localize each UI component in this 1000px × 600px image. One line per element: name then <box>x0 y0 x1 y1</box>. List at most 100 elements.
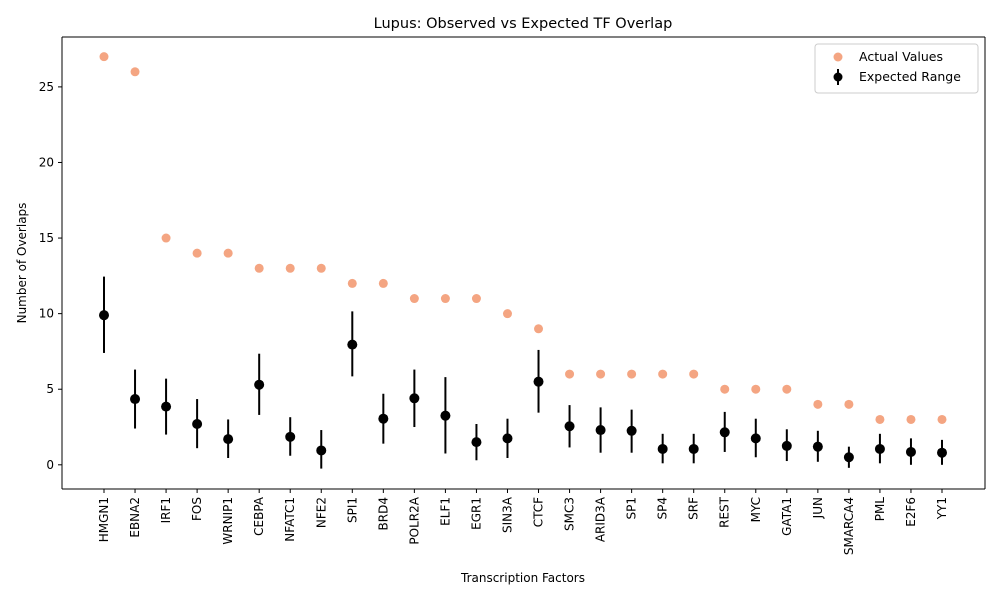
actual-point <box>378 278 388 288</box>
actual-point <box>471 294 481 304</box>
expected-point <box>99 310 109 321</box>
legend: Actual Values Expected Range <box>814 43 979 94</box>
x-tick-label: ARID3A <box>594 496 608 542</box>
legend-actual-marker <box>833 52 843 62</box>
chart-title: Lupus: Observed vs Expected TF Overlap <box>374 16 673 32</box>
actual-point <box>875 414 885 424</box>
x-tick-label: CEBPA <box>252 496 266 536</box>
y-tick-label: 10 <box>39 307 54 321</box>
actual-point <box>316 263 326 273</box>
expected-point <box>750 433 761 444</box>
expected-point <box>316 445 327 456</box>
expected-point <box>502 433 513 444</box>
actual-point <box>782 384 792 394</box>
expected-point <box>161 401 172 412</box>
plot-area <box>61 36 986 490</box>
expected-point <box>812 441 823 452</box>
x-tick-label: POLR2A <box>407 496 421 544</box>
actual-point <box>906 414 916 424</box>
x-tick-label: NFATC1 <box>283 497 297 542</box>
expected-points <box>99 310 947 463</box>
expected-point <box>937 447 947 458</box>
legend-actual-label: Actual Values <box>859 49 943 64</box>
actual-point <box>192 248 202 258</box>
actual-point <box>596 369 606 379</box>
expected-point <box>874 443 885 454</box>
expected-point <box>440 410 451 421</box>
actual-point <box>99 52 109 62</box>
actual-point <box>285 263 295 273</box>
actual-point <box>565 369 575 379</box>
actual-point <box>658 369 668 379</box>
actual-point <box>254 263 264 273</box>
x-axis-ticks: HMGN1 EBNA2 IRF1 FOS WRNIP1 CEBPA NFATC1 NFE2 SP… <box>97 489 949 555</box>
actual-point <box>223 248 233 258</box>
expected-point <box>657 443 668 454</box>
x-tick-label: BRD4 <box>376 497 390 530</box>
x-tick-label: IRF1 <box>159 497 173 523</box>
legend-box <box>814 43 979 94</box>
x-tick-label: FOS <box>190 497 204 521</box>
x-tick-label: SIN3A <box>500 496 514 533</box>
actual-point <box>689 369 699 379</box>
x-tick-label: REST <box>718 496 732 528</box>
actual-point <box>751 384 761 394</box>
y-tick-label: 5 <box>46 382 54 396</box>
x-tick-label: EBNA2 <box>128 497 142 538</box>
x-tick-label: PML <box>873 497 887 522</box>
expected-point <box>533 376 544 387</box>
expected-point <box>192 418 203 429</box>
y-tick-label: 20 <box>39 155 54 169</box>
expected-point <box>378 413 389 424</box>
x-axis-label: Transcription Factors <box>460 571 585 585</box>
expected-point <box>285 431 296 442</box>
x-tick-label: NFE2 <box>314 497 328 528</box>
x-tick-label: SP1 <box>625 497 639 520</box>
y-axis-ticks: 0 5 10 15 20 25 <box>39 80 62 472</box>
actual-point <box>409 294 419 304</box>
x-tick-label: ELF1 <box>438 497 452 526</box>
actual-point <box>844 399 854 409</box>
expected-point <box>843 452 854 463</box>
x-tick-label: SMC3 <box>563 497 577 531</box>
x-tick-label: SPI1 <box>345 497 359 523</box>
y-tick-label: 0 <box>46 458 54 472</box>
expected-point <box>781 440 792 451</box>
expected-point <box>595 425 606 436</box>
y-tick-label: 25 <box>39 80 54 94</box>
expected-point <box>347 339 358 350</box>
x-tick-label: SMARCA4 <box>842 497 856 555</box>
actual-point <box>813 399 823 409</box>
x-tick-label: JUN <box>811 497 825 519</box>
y-tick-label: 15 <box>39 231 54 245</box>
actual-point <box>161 233 171 243</box>
expected-point <box>254 379 265 390</box>
actual-point <box>534 324 544 334</box>
x-tick-label: GATA1 <box>780 497 794 536</box>
legend-expected-marker <box>833 72 843 82</box>
expected-point <box>688 443 699 454</box>
actual-point <box>720 384 730 394</box>
expected-point <box>719 427 730 438</box>
actual-point <box>627 369 637 379</box>
expected-point <box>905 446 916 457</box>
expected-point <box>130 394 141 405</box>
x-tick-label: SP4 <box>656 497 670 520</box>
actual-points <box>99 52 947 424</box>
x-tick-label: EGR1 <box>469 497 483 530</box>
x-tick-label: MYC <box>749 497 763 522</box>
actual-point <box>502 309 512 319</box>
x-tick-label: YY1 <box>935 497 949 520</box>
x-tick-label: SRF <box>687 497 701 520</box>
actual-point <box>440 294 450 304</box>
actual-point <box>130 67 140 77</box>
expected-point <box>409 393 420 404</box>
x-tick-label: HMGN1 <box>97 497 111 542</box>
actual-point <box>937 414 947 424</box>
expected-point <box>626 425 637 436</box>
x-tick-label: CTCF <box>532 497 546 527</box>
legend-expected-label: Expected Range <box>859 69 961 84</box>
expected-point <box>564 421 575 432</box>
x-tick-label: E2F6 <box>904 497 918 527</box>
